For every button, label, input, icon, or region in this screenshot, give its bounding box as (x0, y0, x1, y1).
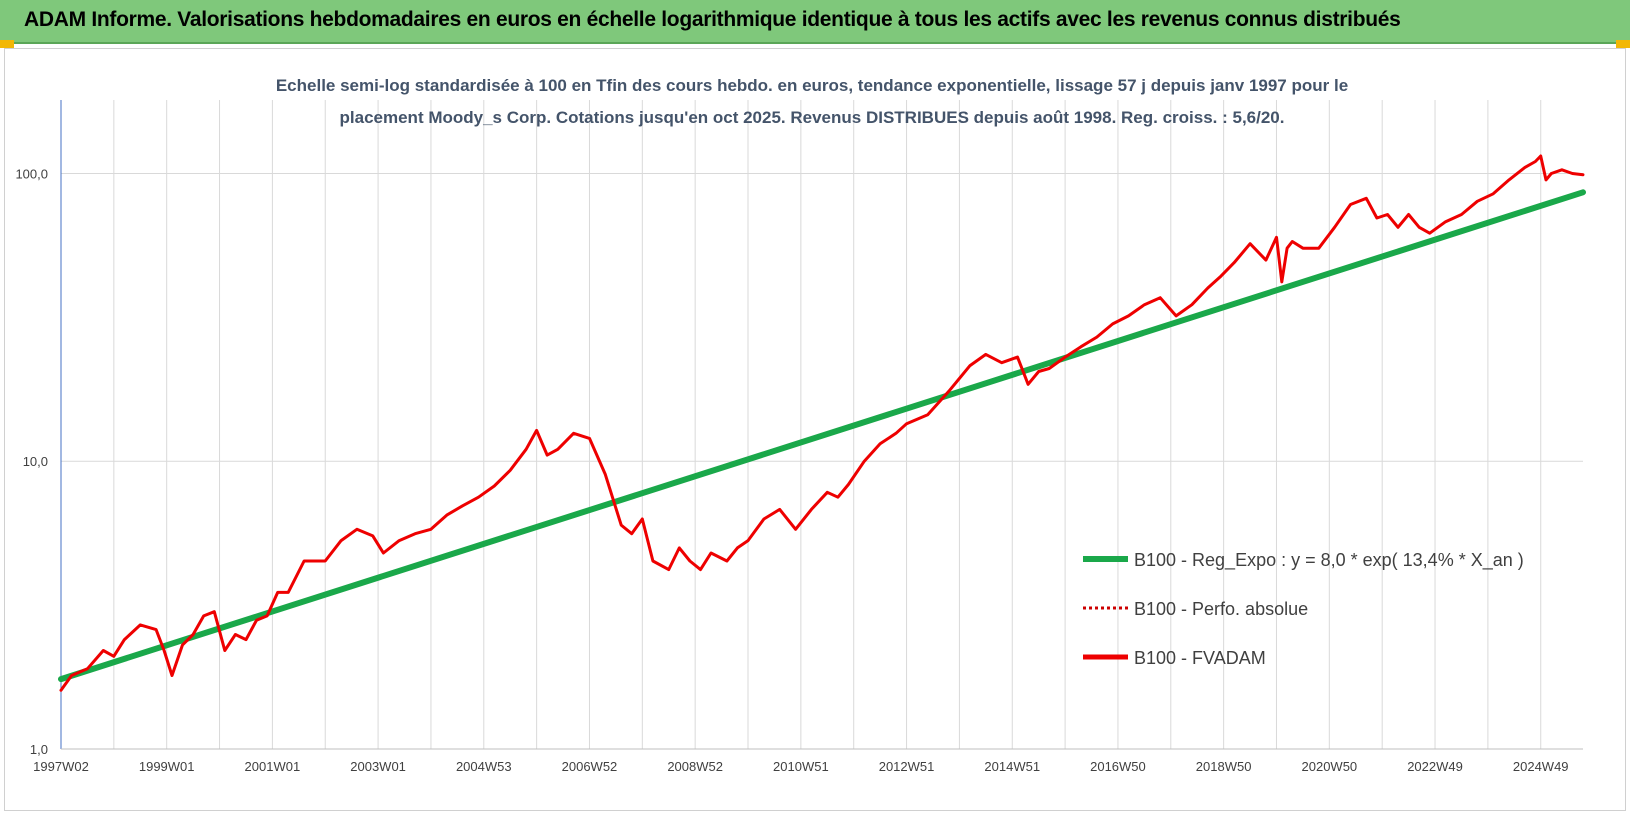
x-tick-label: 2001W01 (245, 759, 301, 774)
corner-marker-right (1616, 40, 1630, 48)
series-line-trend (58, 189, 1586, 683)
x-tick-label: 2022W49 (1407, 759, 1463, 774)
x-tick-label: 2008W52 (667, 759, 723, 774)
y-tick-label: 10,0 (23, 454, 48, 469)
x-tick-label: 1999W01 (139, 759, 195, 774)
axes: 1,0 10,0 100,0 1997W02 1999W01 2001W01 2003W01… (15, 100, 1583, 774)
corner-marker-left (0, 40, 14, 48)
x-tick-label: 2006W52 (562, 759, 618, 774)
x-tick-label: 2016W50 (1090, 759, 1146, 774)
x-tick-label: 2012W51 (879, 759, 935, 774)
x-tick-label: 2004W53 (456, 759, 512, 774)
series (58, 154, 1586, 692)
chart-subtitle-line-2: placement Moody_s Corp. Cotations jusqu'… (340, 108, 1285, 127)
grid (60, 100, 1583, 750)
title-banner: ADAM Informe. Valorisations hebdomadaire… (0, 0, 1630, 44)
x-tick-label: 2003W01 (350, 759, 406, 774)
x-tick-label: 2014W51 (984, 759, 1040, 774)
x-tick-label: 2018W50 (1196, 759, 1252, 774)
page-title: ADAM Informe. Valorisations hebdomadaire… (24, 8, 1401, 31)
y-tick-label: 100,0 (15, 166, 48, 181)
chart-subtitle-line-1: Echelle semi-log standardisée à 100 en T… (276, 76, 1348, 95)
x-tick-label: 1997W02 (33, 759, 89, 774)
x-tick-label: 2010W51 (773, 759, 829, 774)
legend-label-fvadam: B100 - FVADAM (1134, 648, 1266, 668)
legend-label-perfo: B100 - Perfo. absolue (1134, 599, 1308, 619)
series-line-fvadam (59, 154, 1585, 692)
legend-label-trend: B100 - Reg_Expo : y = 8,0 * exp( 13,4% *… (1134, 550, 1524, 571)
x-tick-label: 2020W50 (1302, 759, 1358, 774)
chart-frame (4, 48, 1626, 811)
x-tick-label: 2024W49 (1513, 759, 1569, 774)
legend: B100 - Reg_Expo : y = 8,0 * exp( 13,4% *… (1083, 550, 1524, 668)
y-tick-label: 1,0 (30, 742, 48, 757)
